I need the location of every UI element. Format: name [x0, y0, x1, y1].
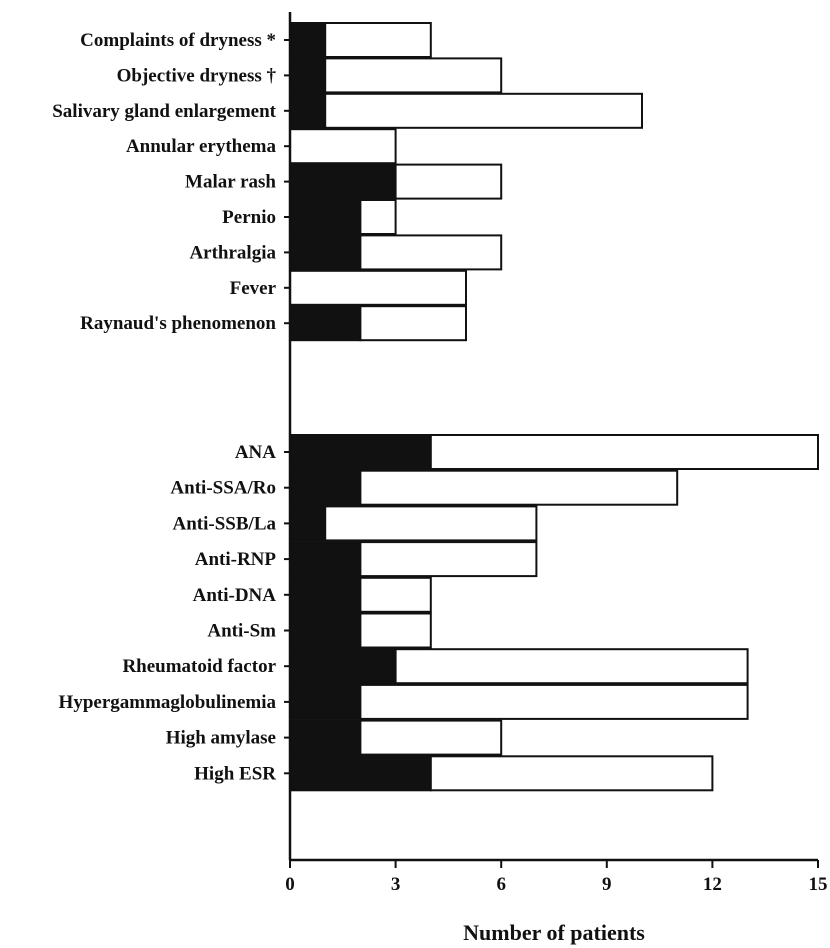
bar-dark-malar-rash [289, 163, 397, 200]
category-labels: Complaints of dryness * Objective dryness… [52, 30, 290, 784]
bar-dark-high-esr [289, 755, 432, 792]
bar-light-high-esr [429, 755, 714, 792]
bar-dark-anti-rnp [289, 541, 362, 578]
bar-light-anti-sm [359, 612, 432, 649]
category-label-fever: Fever [230, 278, 277, 299]
bar-dark-raynaud-s-phenomenon [289, 305, 362, 342]
category-label-salivary-gland-enlargement: Salivary gland enlargement [52, 101, 276, 122]
x-axis-ticks: 0 3 6 9 12 15 [285, 860, 828, 895]
bar-light-fever [289, 269, 467, 306]
category-label-anti-ssb-la: Anti-SSB/La [173, 513, 277, 534]
category-label-objective-dryness: Objective dryness † [117, 65, 277, 86]
category-label-malar-rash: Malar rash [185, 172, 276, 193]
bar-dark-complaints-of-dryness [289, 22, 327, 58]
bar-dark-anti-sm [289, 612, 362, 649]
x-tick-label: 0 [285, 874, 295, 895]
bar-light-anti-rnp [359, 541, 538, 578]
bar-light-complaints-of-dryness [324, 22, 432, 58]
x-tick-label: 3 [391, 874, 401, 895]
x-tick-label: 6 [496, 874, 506, 895]
bar-dark-objective-dryness [289, 57, 327, 94]
bar-dark-ana [289, 434, 432, 470]
bar-dark-high-amylase [289, 719, 362, 756]
bar-dark-anti-dna [289, 576, 362, 613]
category-label-ana: ANA [235, 442, 276, 463]
bar-light-high-amylase [359, 719, 503, 756]
category-label-pernio: Pernio [222, 207, 276, 228]
bar-light-raynaud-s-phenomenon [359, 305, 467, 342]
category-label-anti-dna: Anti-DNA [193, 585, 277, 606]
category-label-hypergammaglobulinemia: Hypergammaglobulinemia [59, 692, 277, 713]
x-axis-title: Number of patients [463, 920, 645, 945]
bar-light-objective-dryness [324, 57, 503, 94]
bar-light-annular-erythema [289, 128, 397, 165]
category-label-rheumatoid-factor: Rheumatoid factor [122, 656, 276, 677]
x-tick-label: 15 [809, 874, 828, 895]
category-label-anti-sm: Anti-Sm [207, 621, 276, 642]
bar-light-anti-ssb-la [324, 505, 538, 542]
bar-dark-salivary-gland-enlargement [289, 92, 327, 129]
bar-light-rheumatoid-factor [394, 648, 749, 685]
bar-light-malar-rash [394, 163, 503, 200]
bar-light-anti-ssa-ro [359, 469, 679, 506]
category-label-anti-ssa-ro: Anti-SSA/Ro [170, 478, 276, 499]
bar-dark-pernio [289, 199, 362, 235]
bar-dark-rheumatoid-factor [289, 648, 397, 685]
bar-light-arthralgia [359, 234, 503, 271]
category-label-annular-erythema: Annular erythema [126, 136, 277, 157]
category-label-complaints-of-dryness: Complaints of dryness * [80, 30, 276, 51]
bars-layer [289, 22, 819, 792]
bar-dark-hypergammaglobulinemia [289, 683, 362, 720]
bar-light-salivary-gland-enlargement [324, 92, 643, 129]
bar-dark-arthralgia [289, 234, 362, 271]
bar-light-anti-dna [359, 576, 432, 613]
bar-light-hypergammaglobulinemia [359, 683, 749, 720]
x-tick-label: 12 [703, 874, 722, 895]
category-label-arthralgia: Arthralgia [189, 242, 276, 263]
category-label-raynaud-s-phenomenon: Raynaud's phenomenon [80, 313, 276, 334]
bar-dark-anti-ssa-ro [289, 469, 362, 506]
x-tick-label: 9 [602, 874, 612, 895]
category-label-high-esr: High ESR [194, 763, 276, 784]
category-label-high-amylase: High amylase [166, 728, 276, 749]
bar-light-pernio [359, 199, 397, 235]
category-label-anti-rnp: Anti-RNP [195, 549, 277, 570]
bar-light-ana [429, 434, 819, 470]
bar-dark-anti-ssb-la [289, 505, 327, 542]
